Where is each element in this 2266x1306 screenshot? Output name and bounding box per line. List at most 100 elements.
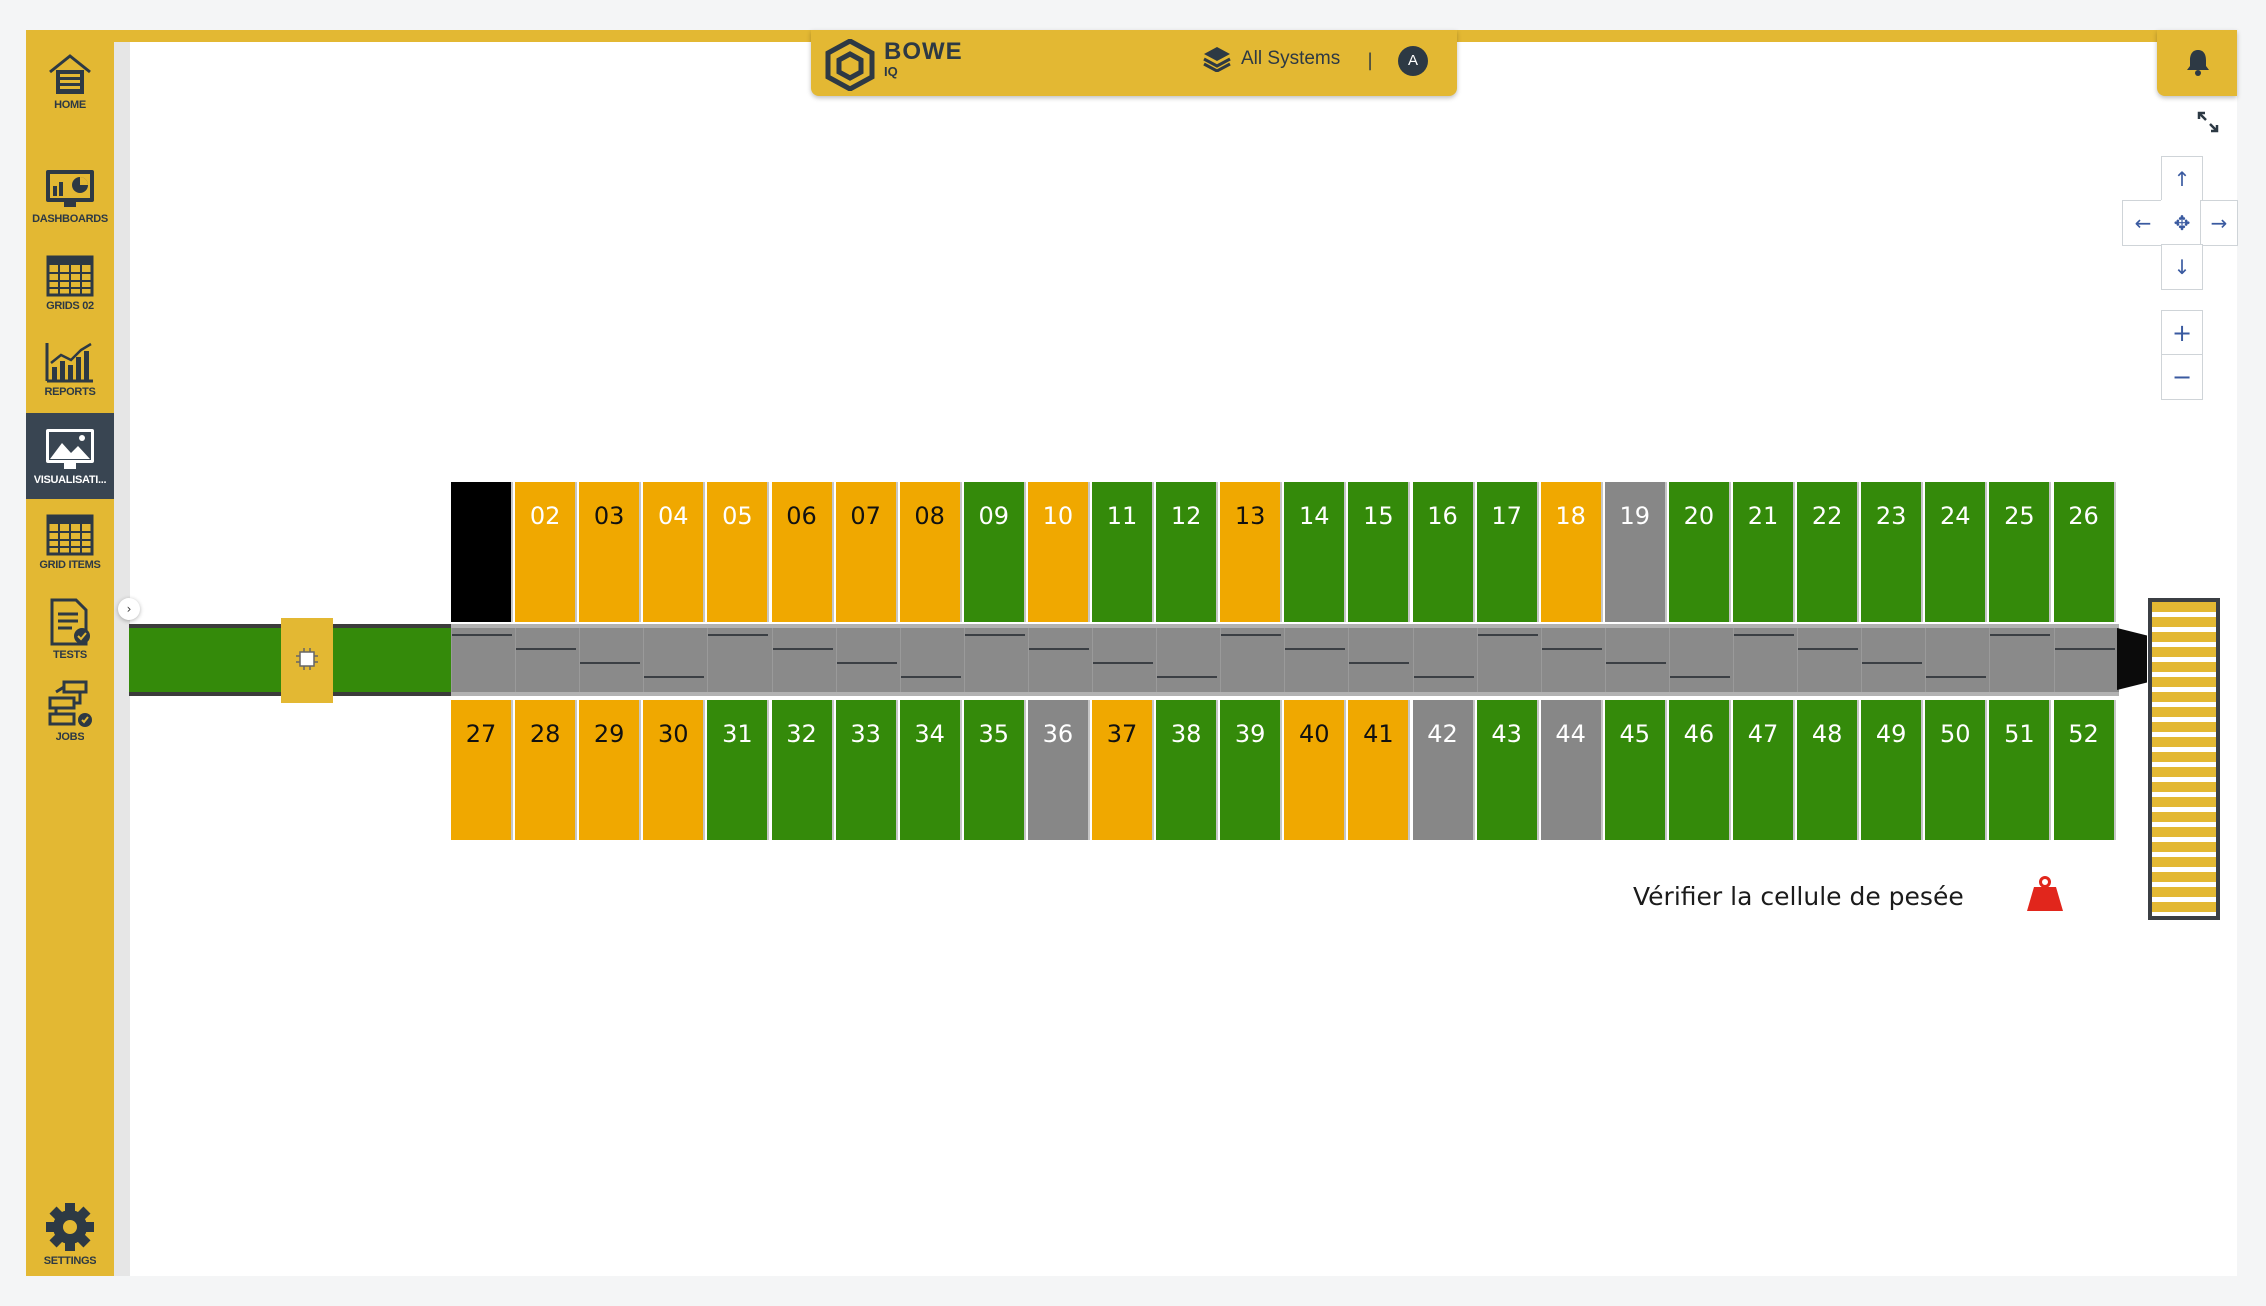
nav-tests[interactable]: TESTS [26,598,114,678]
bin-09[interactable]: 09 [963,482,1026,622]
bin-42[interactable]: 42 [1412,700,1475,840]
bin-35[interactable]: 35 [963,700,1026,840]
document-in-track [1093,662,1154,664]
bin-44[interactable]: 44 [1540,700,1603,840]
document-in-track [2054,648,2115,650]
bin-10[interactable]: 10 [1027,482,1090,622]
bin-32[interactable]: 32 [771,700,834,840]
sidebar-toggle-button[interactable]: › [118,598,140,620]
nav-dashboards[interactable]: DASHBOARDS [26,168,114,248]
bin-45[interactable]: 45 [1604,700,1667,840]
document-in-track [900,676,961,678]
document-in-track [516,648,577,650]
track-segment [1348,628,1413,692]
bin-13[interactable]: 13 [1220,482,1283,622]
bin-24[interactable]: 24 [1925,482,1988,622]
bin-48[interactable]: 48 [1797,700,1860,840]
track-segment [1220,628,1285,692]
system-selector[interactable]: All Systems [1203,46,1340,72]
nav-reports[interactable]: REPORTS [26,341,114,421]
bin-43[interactable]: 43 [1476,700,1539,840]
bin-18[interactable]: 18 [1540,482,1603,622]
bin-40[interactable]: 40 [1284,700,1347,840]
bin-top_bins-1[interactable] [451,482,513,622]
bin-47[interactable]: 47 [1733,700,1795,840]
nav-tests-label: TESTS [53,649,87,661]
bin-38[interactable]: 38 [1156,700,1219,840]
bin-46[interactable]: 46 [1668,700,1731,840]
track-segment [899,628,965,692]
track-segment [1092,628,1157,692]
output-stacker[interactable] [2148,598,2220,920]
bin-50[interactable]: 50 [1925,700,1988,840]
bin-34[interactable]: 34 [899,700,962,840]
document-in-track [580,662,641,664]
track-segment [963,628,1029,692]
bin-02[interactable]: 02 [515,482,578,622]
feeder-unit[interactable] [281,618,333,703]
nav-home[interactable]: HOME [26,52,114,132]
bin-11[interactable]: 11 [1092,482,1154,622]
bin-27[interactable]: 27 [451,700,513,840]
bin-29[interactable]: 29 [579,700,642,840]
notifications-button[interactable] [2157,30,2237,96]
bin-20[interactable]: 20 [1668,482,1731,622]
expand-icon[interactable] [2196,110,2220,134]
chart-icon [45,342,93,383]
document-in-track [1541,648,1602,650]
bin-05[interactable]: 05 [707,482,770,622]
bin-16[interactable]: 16 [1412,482,1475,622]
nav-home-label: HOME [54,99,86,111]
nav-grids[interactable]: GRIDS 02 [26,255,114,335]
pan-up-button[interactable]: ↑ [2161,156,2203,202]
bin-19[interactable]: 19 [1604,482,1667,622]
document-in-track [1990,634,2051,636]
pan-down-button[interactable]: ↓ [2161,244,2203,290]
document-in-track [1477,634,1538,636]
bin-21[interactable]: 21 [1733,482,1795,622]
bin-30[interactable]: 30 [643,700,706,840]
bin-31[interactable]: 31 [707,700,770,840]
bin-12[interactable]: 12 [1156,482,1219,622]
pan-left-button[interactable]: ← [2122,200,2164,246]
bin-52[interactable]: 52 [2053,700,2116,840]
nav-settings[interactable]: SETTINGS [26,1202,114,1282]
bin-36[interactable]: 36 [1027,700,1090,840]
grid-icon [46,255,94,297]
visualisation-icon [46,429,94,469]
bin-23[interactable]: 23 [1861,482,1924,622]
pan-center-button[interactable]: ✥ [2161,200,2203,246]
bin-08[interactable]: 08 [899,482,962,622]
bin-15[interactable]: 15 [1348,482,1411,622]
bin-04[interactable]: 04 [643,482,706,622]
bin-03[interactable]: 03 [579,482,642,622]
bin-51[interactable]: 51 [1989,700,2052,840]
user-avatar[interactable]: A [1398,46,1428,76]
bin-07[interactable]: 07 [835,482,898,622]
weight-icon[interactable] [2025,876,2065,912]
bin-26[interactable]: 26 [2053,482,2116,622]
nav-visualisation[interactable]: VISUALISATI... [26,413,126,499]
nav-jobs[interactable]: JOBS [26,680,114,760]
bin-28[interactable]: 28 [515,700,578,840]
pan-right-button[interactable]: → [2200,200,2238,246]
bin-33[interactable]: 33 [835,700,898,840]
bin-06[interactable]: 06 [771,482,834,622]
track-segment [1476,628,1542,692]
zoom-out-button[interactable]: − [2161,354,2203,400]
nav-grid-items[interactable]: GRID ITEMS [26,514,114,594]
nav-visualisation-label: VISUALISATI... [33,474,107,486]
nav-grid-items-label: GRID ITEMS [39,559,101,571]
document-in-track [1926,676,1987,678]
bin-25[interactable]: 25 [1989,482,2052,622]
brand-sub: IQ [884,64,898,79]
bin-49[interactable]: 49 [1861,700,1924,840]
track-segment [707,628,772,692]
zoom-in-button[interactable]: + [2161,310,2203,356]
bin-41[interactable]: 41 [1348,700,1411,840]
bin-17[interactable]: 17 [1476,482,1539,622]
bin-39[interactable]: 39 [1220,700,1283,840]
bin-37[interactable]: 37 [1092,700,1154,840]
bin-22[interactable]: 22 [1797,482,1860,622]
bin-14[interactable]: 14 [1284,482,1347,622]
